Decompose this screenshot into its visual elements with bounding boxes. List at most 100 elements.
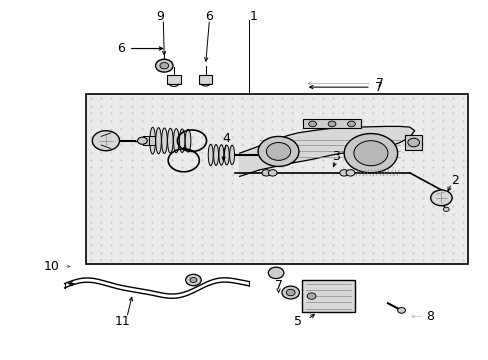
Point — [167, 134, 175, 139]
Point — [378, 188, 386, 194]
Point — [358, 103, 366, 108]
Point — [278, 211, 285, 217]
Point — [187, 188, 195, 194]
Point — [248, 157, 256, 163]
Point — [308, 134, 316, 139]
Point — [167, 95, 175, 101]
Point — [107, 157, 115, 163]
Point — [228, 226, 236, 232]
Point — [298, 172, 306, 178]
Point — [127, 203, 135, 209]
Point — [368, 95, 376, 101]
Point — [328, 134, 336, 139]
Point — [328, 149, 336, 155]
Point — [298, 257, 306, 263]
Point — [218, 226, 225, 232]
Point — [298, 211, 306, 217]
Point — [187, 103, 195, 108]
Point — [448, 118, 456, 124]
Point — [438, 234, 446, 240]
Point — [87, 172, 95, 178]
Point — [298, 195, 306, 201]
Point — [378, 149, 386, 155]
Point — [288, 141, 296, 147]
Point — [87, 242, 95, 248]
Point — [268, 126, 276, 132]
Point — [388, 219, 396, 225]
Point — [458, 195, 466, 201]
Point — [218, 250, 225, 256]
Point — [187, 134, 195, 139]
Point — [138, 180, 145, 186]
Point — [408, 134, 416, 139]
Point — [187, 149, 195, 155]
Point — [117, 219, 125, 225]
Point — [87, 211, 95, 217]
Point — [147, 157, 155, 163]
Ellipse shape — [162, 128, 167, 153]
Point — [198, 111, 205, 116]
Point — [147, 95, 155, 101]
Point — [248, 111, 256, 116]
Point — [138, 157, 145, 163]
Point — [388, 149, 396, 155]
Point — [308, 95, 316, 101]
Circle shape — [443, 207, 448, 211]
Point — [248, 257, 256, 263]
Point — [167, 226, 175, 232]
Point — [207, 195, 215, 201]
Point — [167, 111, 175, 116]
Point — [138, 219, 145, 225]
Point — [418, 103, 426, 108]
Point — [448, 165, 456, 170]
Point — [318, 172, 326, 178]
Point — [348, 126, 356, 132]
Point — [368, 149, 376, 155]
Point — [167, 203, 175, 209]
Point — [268, 257, 276, 263]
Point — [408, 172, 416, 178]
Polygon shape — [239, 126, 414, 176]
Point — [328, 257, 336, 263]
Point — [338, 203, 346, 209]
Point — [458, 242, 466, 248]
Point — [458, 180, 466, 186]
Point — [97, 250, 105, 256]
Point — [458, 103, 466, 108]
Point — [218, 203, 225, 209]
Point — [107, 195, 115, 201]
Point — [258, 226, 265, 232]
Point — [278, 134, 285, 139]
Point — [147, 250, 155, 256]
Point — [107, 118, 115, 124]
Point — [187, 165, 195, 170]
Circle shape — [258, 136, 298, 166]
Point — [127, 126, 135, 132]
Point — [428, 118, 436, 124]
Point — [308, 257, 316, 263]
Point — [97, 165, 105, 170]
Point — [438, 149, 446, 155]
Point — [198, 211, 205, 217]
Point — [87, 134, 95, 139]
Point — [288, 180, 296, 186]
Point — [338, 118, 346, 124]
Point — [218, 219, 225, 225]
Point — [378, 95, 386, 101]
Point — [258, 234, 265, 240]
Point — [117, 257, 125, 263]
Point — [328, 250, 336, 256]
Point — [378, 257, 386, 263]
Point — [238, 157, 245, 163]
Point — [198, 141, 205, 147]
Point — [198, 165, 205, 170]
Point — [248, 149, 256, 155]
Point — [87, 111, 95, 116]
Point — [268, 219, 276, 225]
Point — [408, 95, 416, 101]
Point — [178, 203, 185, 209]
Point — [187, 226, 195, 232]
Point — [268, 103, 276, 108]
Point — [298, 103, 306, 108]
Point — [348, 211, 356, 217]
